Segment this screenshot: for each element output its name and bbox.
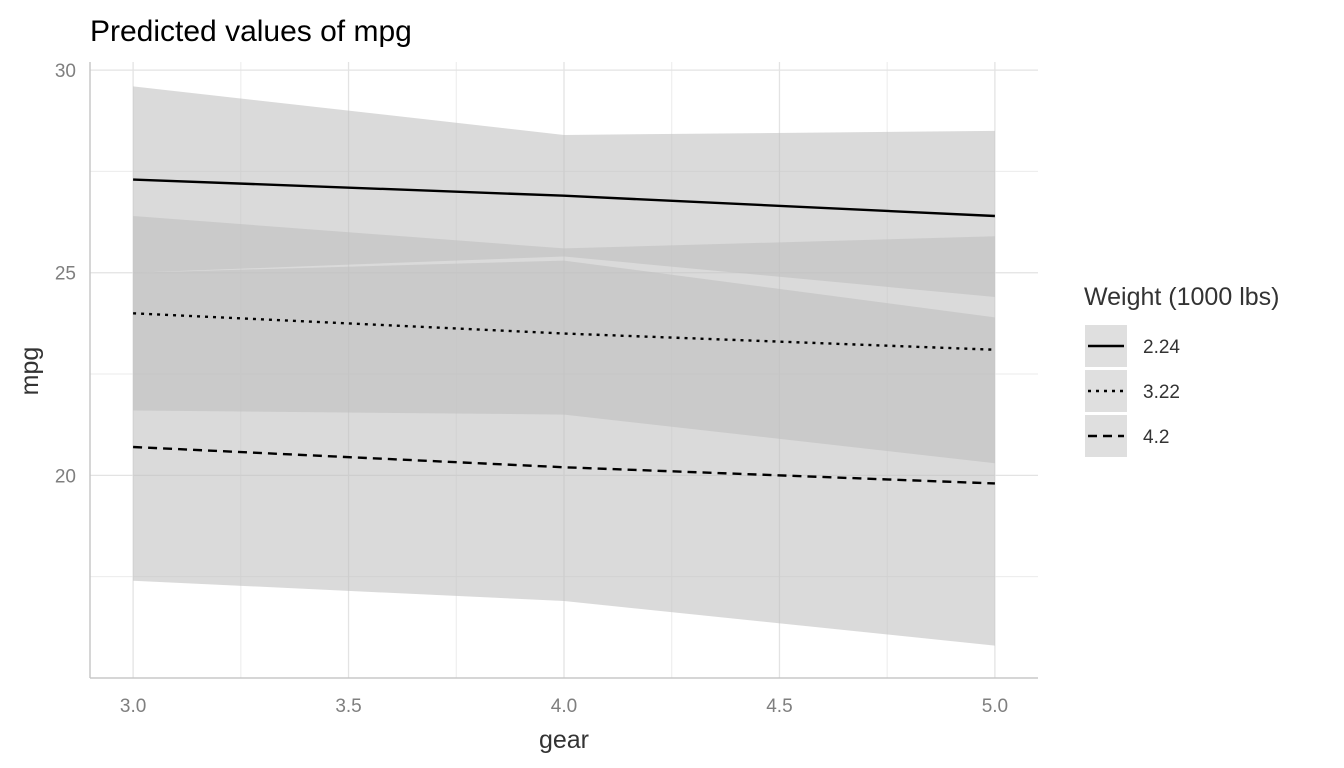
chart-title: Predicted values of mpg [90,15,412,48]
confidence-band-3 [133,260,995,646]
y-axis-title: mpg [16,347,44,396]
series-line-3 [133,445,995,485]
legend-label: 4.2 [1143,427,1169,448]
x-axis-title: gear [539,726,589,754]
x-tick-label: 5.0 [982,696,1008,717]
axes: 3.0 3.5 4.0 4.5 5.0 20 25 30 [55,61,1038,717]
legend-label: 2.24 [1143,337,1180,358]
legend-label: 3.22 [1143,382,1180,403]
x-tick-label: 4.5 [766,696,792,717]
x-tick-label: 3.5 [335,696,361,717]
x-tick-label: 3.0 [120,696,146,717]
confidence-bands [133,86,995,646]
y-tick-label: 30 [55,61,76,82]
legend-items: 2.24 3.22 4.2 [1085,325,1180,457]
legend-title: Weight (1000 lbs) [1084,283,1279,311]
legend: Weight (1000 lbs) 2.24 3.22 4.2 [1084,283,1279,457]
x-tick-label: 4.0 [551,696,577,717]
y-tick-label: 20 [55,466,76,487]
y-tick-label: 25 [55,264,76,285]
legend-item: 4.2 [1085,415,1169,457]
legend-item: 2.24 [1085,325,1180,367]
series-line-1 [133,178,995,218]
legend-item: 3.22 [1085,370,1180,412]
series-lines [133,178,995,485]
